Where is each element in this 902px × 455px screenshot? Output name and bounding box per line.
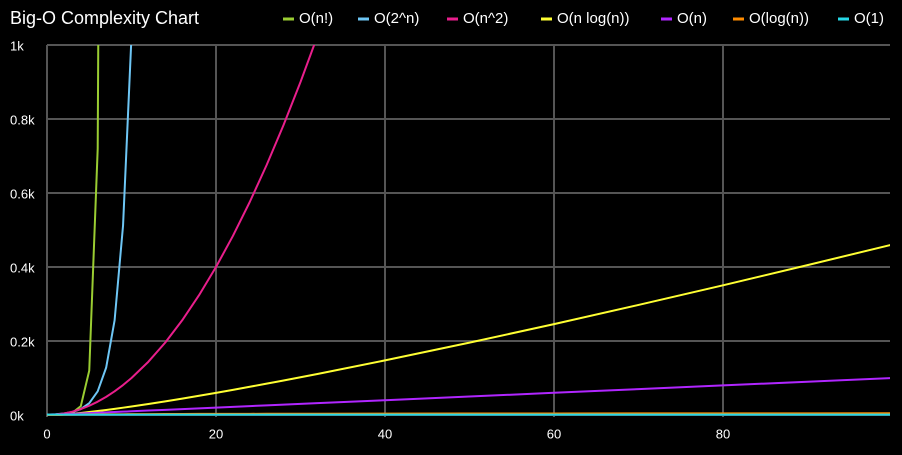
y-tick-label: 0.6k <box>10 186 35 201</box>
legend-label: O(n log(n)) <box>557 10 630 27</box>
y-tick-label: 0.8k <box>10 112 35 127</box>
legend-label: O(log(n)) <box>749 10 809 27</box>
chart-title: Big-O Complexity Chart <box>10 8 199 28</box>
y-tick-label: 1k <box>10 38 24 53</box>
legend-label: O(n!) <box>299 10 333 27</box>
grid: 0k 0.2k 0.4k 0.6k 0.8k 1k 0 20 40 60 80 <box>10 38 890 441</box>
x-tick-label: 40 <box>378 426 392 441</box>
legend-label: O(1) <box>854 10 884 27</box>
legend-label: O(2^n) <box>374 10 419 27</box>
plot <box>47 45 890 416</box>
x-tick-label: 0 <box>43 426 50 441</box>
y-tick-label: 0.4k <box>10 260 35 275</box>
legend-label: O(n^2) <box>463 10 508 27</box>
series-line <box>47 45 100 416</box>
series-line <box>47 377 890 416</box>
legend-label: O(n) <box>677 10 707 27</box>
y-tick-label: 0.2k <box>10 334 35 349</box>
series-line <box>47 45 316 416</box>
x-tick-label: 80 <box>716 426 730 441</box>
x-tick-label: 60 <box>547 426 561 441</box>
x-tick-label: 20 <box>209 426 223 441</box>
legend: O(n!) O(2^n) O(n^2) O(n log(n)) O(n) O(log(n)… <box>283 10 884 27</box>
y-tick-label: 0k <box>10 408 24 423</box>
